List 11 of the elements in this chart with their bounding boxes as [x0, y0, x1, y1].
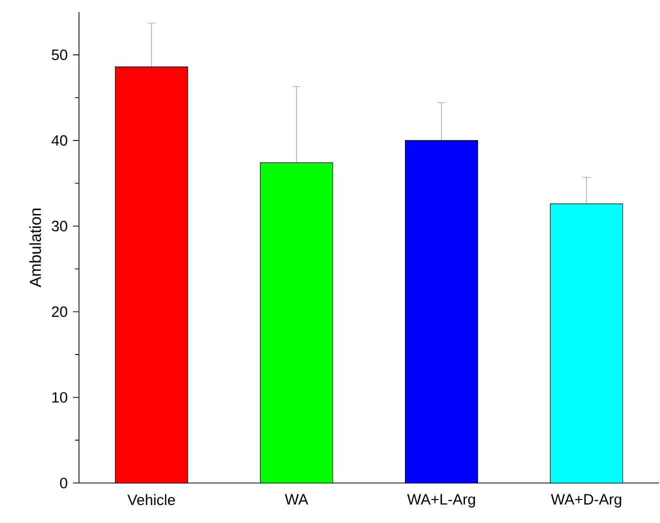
y-tick-label: 40 [52, 135, 68, 146]
y-tick-label: 20 [52, 306, 68, 318]
x-tick-label: WA+D-Arg [550, 494, 622, 508]
y-tick-label: 10 [52, 392, 68, 403]
x-tick-label: WA [284, 494, 308, 504]
y-tick-label: 50 [52, 50, 68, 60]
x-tick-label: WA+L-Arg [407, 494, 475, 508]
y-tick-label: 30 [52, 220, 68, 232]
y-tick-label: 0 [60, 478, 68, 488]
y-axis-title: Ambulation [29, 208, 42, 288]
x-tick-label: Vehicle [127, 494, 175, 506]
